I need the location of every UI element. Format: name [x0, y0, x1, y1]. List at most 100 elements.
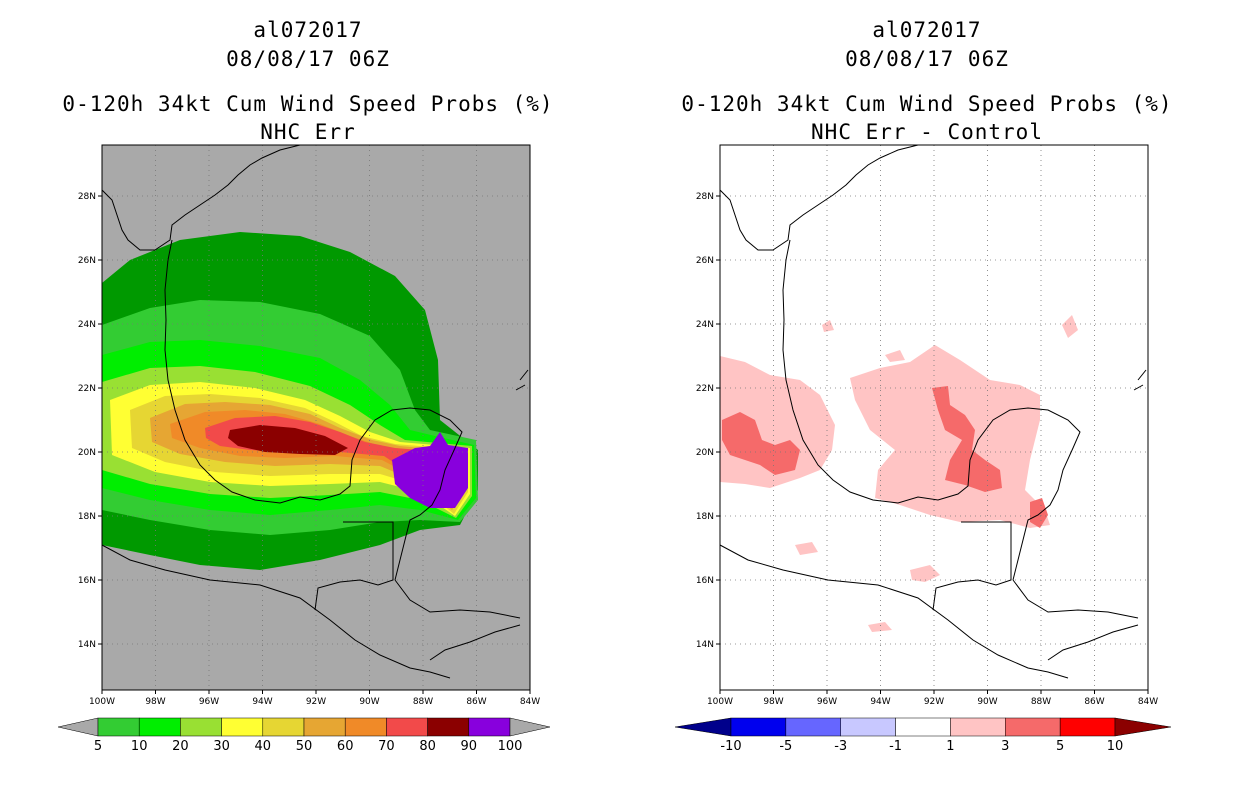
right-colorbar-swatch: [1059, 717, 1116, 737]
left-lon-tick-label: 98W: [145, 697, 165, 707]
left-datetime: 08/08/17 06Z: [226, 47, 390, 71]
right-contour-1to3-small3: [868, 622, 892, 632]
right-colorbar: -10 -5 -3 -1 1 3 5 10: [674, 717, 1172, 754]
right-colorbar-label: 10: [1107, 739, 1124, 754]
left-contour-90: [228, 425, 348, 455]
left-lat-tick-label: 18N: [78, 512, 96, 522]
right-colorbar-label: 5: [1056, 739, 1064, 754]
right-colorbar-swatch: [785, 717, 841, 737]
left-lat-tick-label: 28N: [78, 192, 96, 202]
right-axis-ticks: 100W 98W 96W 94W 92W 90W 88W 86W 84W 14N 16N 18N 20N…: [696, 192, 1158, 707]
left-colorbar-label: 60: [337, 739, 354, 754]
right-colorbar-label: -3: [834, 739, 847, 754]
left-axis-ticks: 100W 98W 96W 94W 92W 90W 88W 86W 84W 14N 16N 18N 20N…: [78, 192, 540, 707]
right-colorbar-swatch: [730, 717, 787, 737]
right-contour-1to3-small2: [910, 565, 940, 582]
right-colorbar-label: 1: [946, 739, 954, 754]
left-lat-tick-label: 22N: [78, 384, 96, 394]
right-lon-tick-label: 88W: [1031, 697, 1051, 707]
left-storm-id: al072017: [253, 18, 363, 42]
right-lon-tick-label: 94W: [870, 697, 890, 707]
right-lat-tick-label: 16N: [696, 576, 714, 586]
left-colorbar-low-triangle: [57, 717, 99, 737]
left-colorbar-swatch: [97, 717, 140, 737]
left-gridlines: [102, 145, 530, 690]
left-subtitle: NHC Err: [260, 120, 356, 144]
left-lat-tick-label: 26N: [78, 256, 96, 266]
right-colorbar-label: -5: [779, 739, 792, 754]
left-lon-tick-label: 92W: [306, 697, 326, 707]
right-contour-3to5-west: [722, 412, 800, 475]
right-lon-tick-label: 86W: [1084, 697, 1104, 707]
right-colorbar-high-triangle: [1114, 717, 1172, 737]
right-product-title: 0-120h 34kt Cum Wind Speed Probs (%): [681, 92, 1173, 116]
left-colorbar-swatch: [386, 717, 428, 737]
left-coastlines: [102, 145, 529, 679]
right-colorbar-swatch: [840, 717, 896, 737]
right-map-panel: 100W 98W 96W 94W 92W 90W 88W 86W 84W 14N 16N 18N 20N…: [674, 144, 1172, 754]
left-lon-tick-label: 94W: [252, 697, 272, 707]
left-colorbar-swatch: [221, 717, 264, 737]
left-lon-tick-label: 84W: [520, 697, 540, 707]
left-lon-tick-label: 86W: [466, 697, 486, 707]
left-colorbar-swatch: [138, 717, 181, 737]
right-lat-tick-label: 20N: [696, 448, 714, 458]
right-lat-tick-label: 24N: [696, 320, 714, 330]
left-product-title: 0-120h 34kt Cum Wind Speed Probs (%): [62, 92, 554, 116]
right-contour-1to3-small4: [1062, 315, 1078, 338]
left-lat-tick-label: 14N: [78, 640, 96, 650]
left-colorbar-label: 40: [255, 739, 272, 754]
right-contour-1to3-small6: [822, 320, 834, 332]
right-gridlines: [720, 145, 1148, 690]
right-subtitle: NHC Err - Control: [811, 120, 1043, 144]
right-storm-id: al072017: [872, 18, 982, 42]
right-datetime: 08/08/17 06Z: [845, 47, 1009, 71]
left-lon-tick-label: 90W: [359, 697, 379, 707]
left-colorbar-label: 100: [498, 739, 523, 754]
right-colorbar-low-triangle: [674, 717, 732, 737]
right-lon-tick-label: 92W: [924, 697, 944, 707]
right-lat-tick-label: 26N: [696, 256, 714, 266]
right-lon-tick-label: 96W: [817, 697, 837, 707]
right-lon-tick-label: 100W: [707, 697, 733, 707]
left-lon-tick-label: 100W: [89, 697, 115, 707]
left-colorbar-swatch: [344, 717, 387, 737]
left-lon-tick-label: 88W: [413, 697, 433, 707]
left-colorbar-swatch: [180, 717, 222, 737]
right-colorbar-swatch: [950, 717, 1006, 737]
right-lat-tick-label: 14N: [696, 640, 714, 650]
right-colorbar-label: -10: [720, 739, 741, 754]
left-lat-tick-label: 16N: [78, 576, 96, 586]
right-colorbar-label: 3: [1001, 739, 1009, 754]
right-contour-3to5-central: [932, 386, 1002, 492]
left-lon-tick-label: 96W: [199, 697, 219, 707]
left-contour-100: [392, 432, 468, 508]
left-colorbar-label: 10: [131, 739, 148, 754]
left-probability-field: [102, 232, 478, 570]
right-lat-tick-label: 22N: [696, 384, 714, 394]
right-contour-1to3-small5: [885, 350, 905, 362]
left-colorbar-swatch: [427, 717, 470, 737]
left-colorbar-swatch: [262, 717, 305, 737]
right-lat-tick-label: 18N: [696, 512, 714, 522]
right-colorbar-swatch: [895, 717, 951, 737]
left-colorbar-label: 50: [296, 739, 313, 754]
left-colorbar-label: 90: [461, 739, 478, 754]
left-colorbar-label: 70: [378, 739, 395, 754]
right-contour-3to5-south: [1030, 498, 1048, 528]
right-lon-tick-label: 98W: [763, 697, 783, 707]
right-lon-tick-label: 84W: [1138, 697, 1158, 707]
right-contour-1to3-small1: [795, 542, 818, 555]
left-map-panel: 100W 98W 96W 94W 92W 90W 88W 86W 84W 14N 16N 18N 20N…: [57, 144, 551, 754]
left-lat-tick-label: 20N: [78, 448, 96, 458]
left-colorbar-swatch: [468, 717, 511, 737]
right-lat-tick-label: 28N: [696, 192, 714, 202]
right-coastlines: [720, 145, 1147, 679]
left-colorbar: 5 10 20 30 40 50 60 70 80 90 100: [57, 717, 551, 754]
left-colorbar-label: 20: [172, 739, 189, 754]
right-difference-field: [720, 315, 1078, 632]
right-colorbar-label: -1: [889, 739, 902, 754]
left-colorbar-swatch: [303, 717, 346, 737]
left-colorbar-label: 5: [94, 739, 102, 754]
